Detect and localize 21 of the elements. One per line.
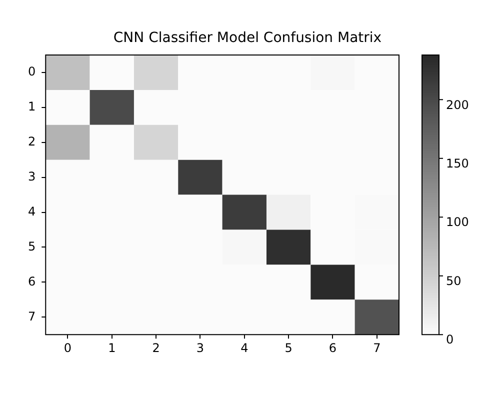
- x-tick-label: 3: [196, 340, 204, 355]
- y-tick-label: 4: [28, 204, 36, 218]
- x-tick-label: 5: [284, 340, 292, 355]
- x-tick-label: 0: [64, 340, 72, 355]
- color-bar-label: 150: [446, 156, 469, 171]
- y-tick-label: 2: [28, 134, 36, 148]
- x-tick-label: 1: [108, 340, 116, 355]
- x-tick-label: 4: [240, 340, 248, 355]
- color-bar-label: 50: [446, 274, 462, 288]
- color-bar-label: 100: [446, 215, 469, 230]
- x-tick-label: 2: [152, 340, 160, 355]
- x-tick-label: 6: [328, 340, 337, 355]
- y-tick-label: 7: [28, 309, 36, 324]
- y-tick-label: 3: [28, 169, 36, 184]
- y-tick-label: 5: [28, 239, 36, 254]
- y-tick-label: 0: [28, 64, 36, 79]
- chart-title: CNN Classifier Model Confusion Matrix: [113, 30, 382, 46]
- y-tick-label: 6: [28, 274, 36, 288]
- y-tick-label: 1: [28, 100, 36, 114]
- color-bar-label: 200: [446, 98, 469, 112]
- x-tick-label: 7: [373, 340, 381, 355]
